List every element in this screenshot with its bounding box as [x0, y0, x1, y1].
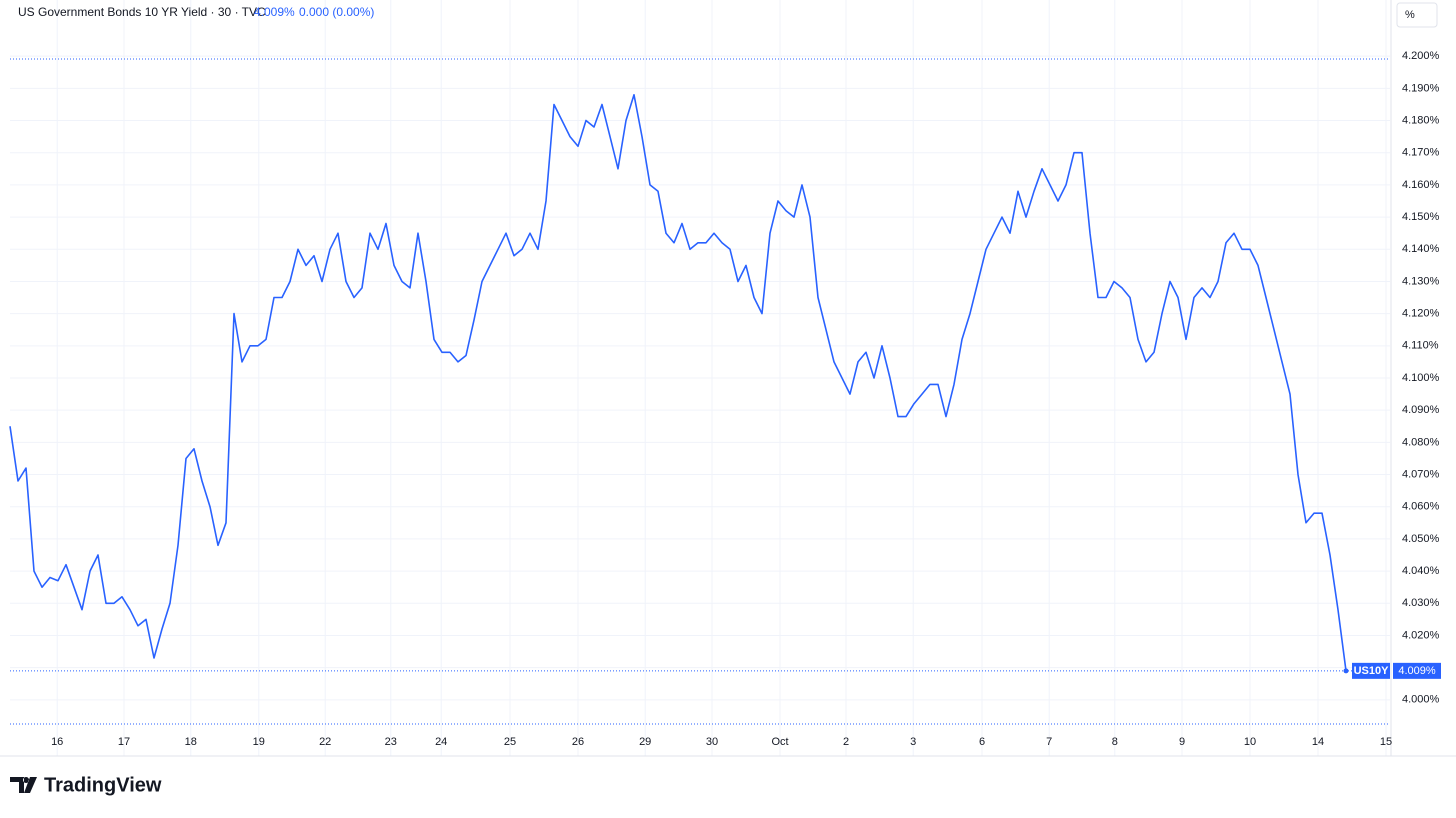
- header-change: 0.000 (0.00%): [299, 5, 374, 19]
- y-tick-label: 4.110%: [1402, 340, 1439, 352]
- y-tick-label: 4.070%: [1402, 468, 1440, 480]
- brand: TradingView: [44, 774, 162, 796]
- price-axis-label: 4.009%: [1398, 665, 1436, 677]
- x-tick-label: 9: [1179, 736, 1185, 748]
- y-tick-label: 4.150%: [1402, 211, 1440, 223]
- x-tick-label: Oct: [771, 736, 788, 748]
- y-tick-label: 4.190%: [1402, 82, 1440, 94]
- unit-button[interactable]: [1396, 2, 1438, 28]
- x-tick-label: 15: [1380, 736, 1392, 748]
- x-tick-label: 2: [843, 736, 849, 748]
- y-tick-label: 4.130%: [1402, 275, 1440, 287]
- header-price: 4.009%: [254, 5, 295, 19]
- y-tick-label: 4.120%: [1402, 308, 1440, 320]
- x-tick-label: 30: [706, 736, 718, 748]
- x-tick-label: 25: [504, 736, 516, 748]
- price-line: [9, 94, 1347, 672]
- y-tick-label: 4.080%: [1402, 436, 1440, 448]
- symbol-badge: [1352, 662, 1390, 679]
- x-tick-label: 6: [979, 736, 985, 748]
- x-tick-label: 19: [253, 736, 265, 748]
- y-tick-label: 4.100%: [1402, 372, 1440, 384]
- y-tick-label: 4.160%: [1402, 179, 1440, 191]
- x-tick-label: 29: [639, 736, 651, 748]
- x-tick-label: 3: [910, 736, 916, 748]
- symbol-label: US10Y: [1354, 665, 1390, 677]
- x-tick-label: 16: [51, 736, 63, 748]
- y-tick-label: 4.020%: [1402, 629, 1440, 641]
- x-tick-label: 8: [1112, 736, 1118, 748]
- x-tick-label: 14: [1312, 736, 1324, 748]
- x-tick-label: 18: [185, 736, 197, 748]
- y-tick-label: 4.180%: [1402, 114, 1440, 126]
- y-tick-label: 4.140%: [1402, 243, 1440, 255]
- y-tick-label: 4.040%: [1402, 565, 1440, 577]
- y-tick-label: 4.060%: [1402, 501, 1440, 513]
- x-tick-label: 24: [435, 736, 447, 748]
- unit-label[interactable]: %: [1405, 9, 1415, 21]
- y-tick-label: 4.000%: [1402, 694, 1440, 706]
- price-badge: [1393, 662, 1441, 679]
- x-tick-label: 26: [572, 736, 584, 748]
- y-tick-label: 4.030%: [1402, 597, 1440, 609]
- x-tick-label: 17: [118, 736, 130, 748]
- y-tick-label: 4.050%: [1402, 533, 1440, 545]
- y-tick-label: 4.170%: [1402, 147, 1440, 159]
- last-point: [1343, 668, 1349, 674]
- y-tick-label: 4.090%: [1402, 404, 1440, 416]
- x-tick-label: 22: [319, 736, 331, 748]
- x-tick-label: 23: [385, 736, 397, 748]
- chart-title: US Government Bonds 10 YR Yield · 30 · T…: [18, 5, 266, 19]
- y-tick-label: 4.200%: [1402, 50, 1440, 62]
- logo: TradingView: [10, 774, 162, 796]
- logo-icon: [10, 777, 37, 793]
- x-tick-label: 10: [1244, 736, 1256, 748]
- x-tick-label: 7: [1046, 736, 1052, 748]
